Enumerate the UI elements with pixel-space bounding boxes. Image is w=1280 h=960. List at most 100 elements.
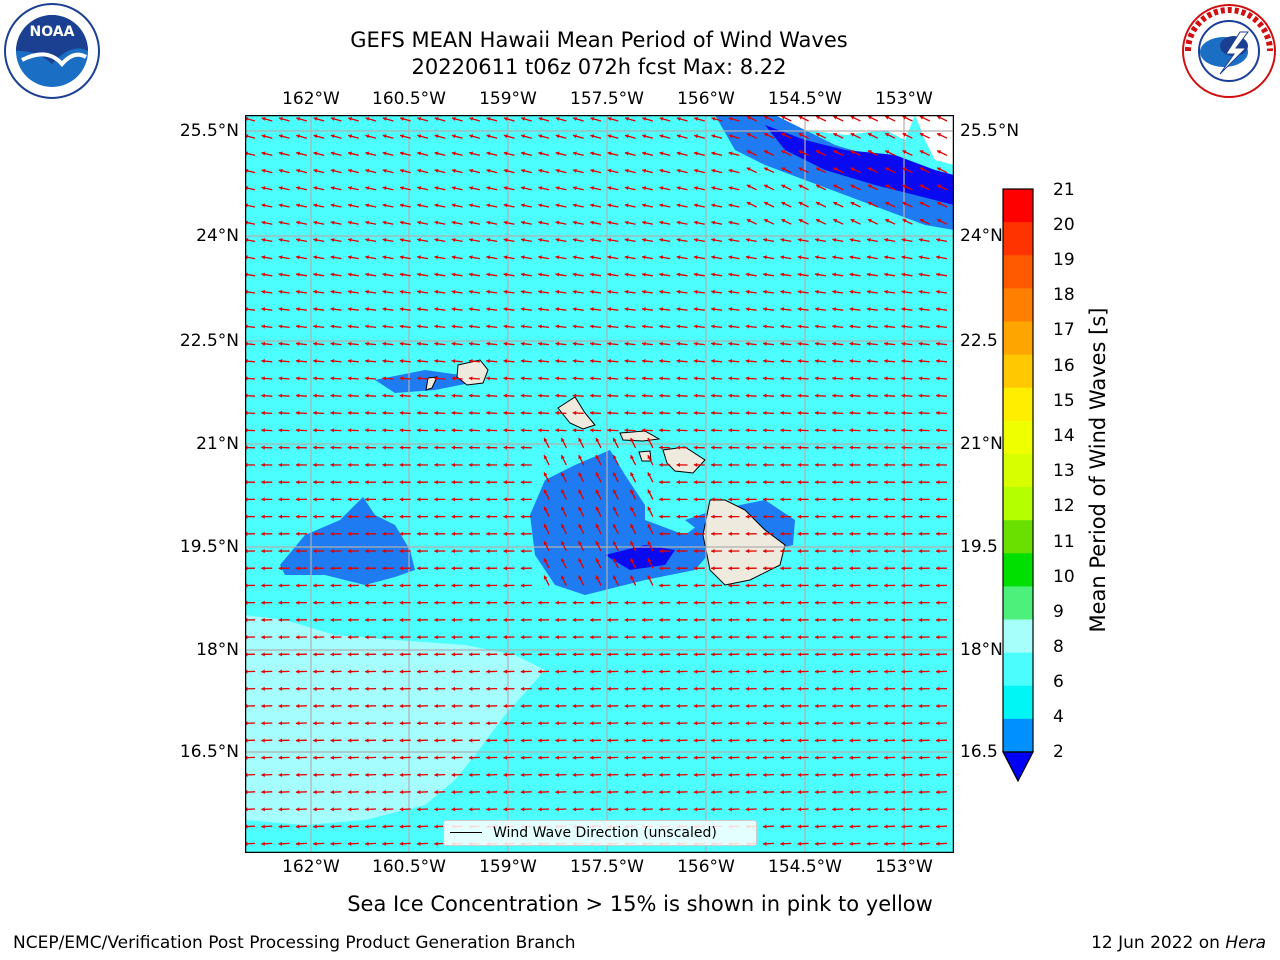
map-plot: [245, 115, 954, 853]
colorbar-segment: [1003, 321, 1033, 356]
wave-arrowhead: [849, 324, 854, 329]
wave-arrowhead: [797, 497, 802, 502]
wave-arrowhead: [613, 523, 617, 528]
wave-arrowhead: [555, 686, 559, 691]
wave-arrowhead: [797, 772, 802, 777]
wave-arrowhead: [919, 115, 924, 120]
wave-arrowhead: [295, 376, 300, 381]
wave-arrowhead: [468, 807, 473, 812]
wave-arrowhead: [382, 410, 386, 416]
wave-arrowhead: [711, 462, 715, 467]
wave-arrowhead: [866, 514, 871, 519]
wave-arrowhead: [745, 549, 750, 554]
wave-arrowhead: [399, 462, 404, 467]
wave-arrowhead: [365, 807, 369, 812]
wave-arrowhead: [555, 237, 560, 243]
wave-arrowhead: [590, 324, 594, 329]
wave-arrowhead: [901, 790, 905, 795]
wave-arrowhead: [832, 393, 836, 398]
wave-arrowhead: [763, 772, 767, 777]
wave-arrowhead: [469, 237, 473, 243]
wave-arrowhead: [382, 514, 386, 519]
wave-arrowhead: [797, 790, 802, 795]
wave-arrowhead: [520, 721, 525, 726]
wave-arrowhead: [693, 807, 698, 812]
wave-arrowhead: [814, 445, 819, 450]
wave-arrowhead: [630, 472, 635, 477]
wave-arrowhead: [399, 393, 404, 398]
wave-arrowhead: [399, 566, 404, 571]
wave-arrowhead: [676, 583, 680, 588]
wave-arrowhead: [711, 255, 715, 260]
wave-arrowhead: [543, 575, 548, 580]
wave-arrowhead: [763, 480, 767, 485]
wave-arrowhead: [555, 272, 560, 277]
wave-arrowhead: [347, 307, 352, 312]
wave-arrowhead: [520, 324, 525, 329]
higher-period-area: [245, 615, 545, 825]
wave-arrowhead: [647, 523, 652, 528]
wave-arrowhead: [641, 428, 646, 433]
wave-arrowhead: [676, 410, 681, 416]
wave-arrowhead: [313, 359, 317, 364]
wave-arrowhead: [365, 255, 369, 260]
wave-arrowhead: [417, 324, 421, 329]
wave-arrowhead: [521, 186, 525, 191]
wave-arrowhead: [641, 686, 646, 691]
wave-arrowhead: [434, 807, 438, 812]
wave-arrowhead: [884, 393, 888, 398]
wave-arrowhead: [261, 428, 265, 433]
wave-arrowhead: [763, 703, 767, 709]
wave-arrowhead: [693, 324, 698, 329]
wave-arrowhead: [521, 116, 526, 121]
wave-arrowhead: [711, 772, 715, 777]
wave-arrowhead: [849, 686, 853, 691]
wave-arrowhead: [330, 686, 334, 691]
wave-arrowhead: [486, 772, 490, 777]
wave-arrowhead: [347, 462, 352, 467]
chart-subtitle: 20220611 t06z 072h fcst Max: 8.22: [411, 55, 787, 79]
wave-arrowhead: [901, 617, 905, 623]
wave-arrowhead: [797, 428, 802, 433]
wave-arrowhead: [832, 445, 836, 450]
wave-arrowhead: [711, 393, 715, 398]
wave-arrowhead: [330, 428, 335, 433]
wave-arrowhead: [901, 755, 905, 760]
wave-arrowhead: [728, 703, 732, 709]
wave-arrowhead: [503, 134, 508, 139]
wave-arrowhead: [278, 151, 283, 156]
wave-arrowhead: [832, 514, 836, 519]
wave-arrowhead: [347, 600, 352, 605]
wave-arrowhead: [503, 445, 507, 450]
wave-arrowhead: [261, 445, 265, 450]
wave-arrowhead: [728, 772, 732, 777]
wave-arrowhead: [417, 721, 421, 726]
wave-arrowhead: [486, 341, 490, 346]
wave-arrowhead: [555, 617, 559, 623]
wave-arrowhead: [486, 721, 490, 726]
wave-arrowhead: [399, 445, 404, 450]
wave-arrowhead: [607, 134, 612, 139]
wave-arrowhead: [261, 289, 266, 294]
wave-arrowhead: [728, 497, 732, 502]
wave-arrowhead: [902, 201, 907, 206]
wave-arrowhead: [520, 376, 525, 381]
wave-arrowhead: [676, 428, 681, 433]
wave-arrowhead: [918, 755, 923, 760]
wave-arrowhead: [573, 151, 577, 156]
wave-arrowhead: [347, 772, 352, 777]
wave-arrowhead: [901, 359, 906, 364]
wave-arrowhead: [503, 738, 508, 743]
wave-arrowhead: [503, 393, 508, 398]
wave-arrowhead: [746, 201, 751, 206]
wave-arrowhead: [797, 652, 802, 657]
wave-arrowhead: [503, 428, 508, 433]
wave-arrowhead: [555, 393, 559, 398]
wave-arrowhead: [780, 410, 784, 416]
wave-arrowhead: [451, 480, 456, 485]
wave-arrowhead: [936, 514, 940, 519]
wave-arrowhead: [595, 437, 600, 442]
wave-arrowhead: [538, 168, 543, 173]
wave-arrowhead: [520, 428, 525, 433]
wave-arrowhead: [694, 134, 699, 139]
